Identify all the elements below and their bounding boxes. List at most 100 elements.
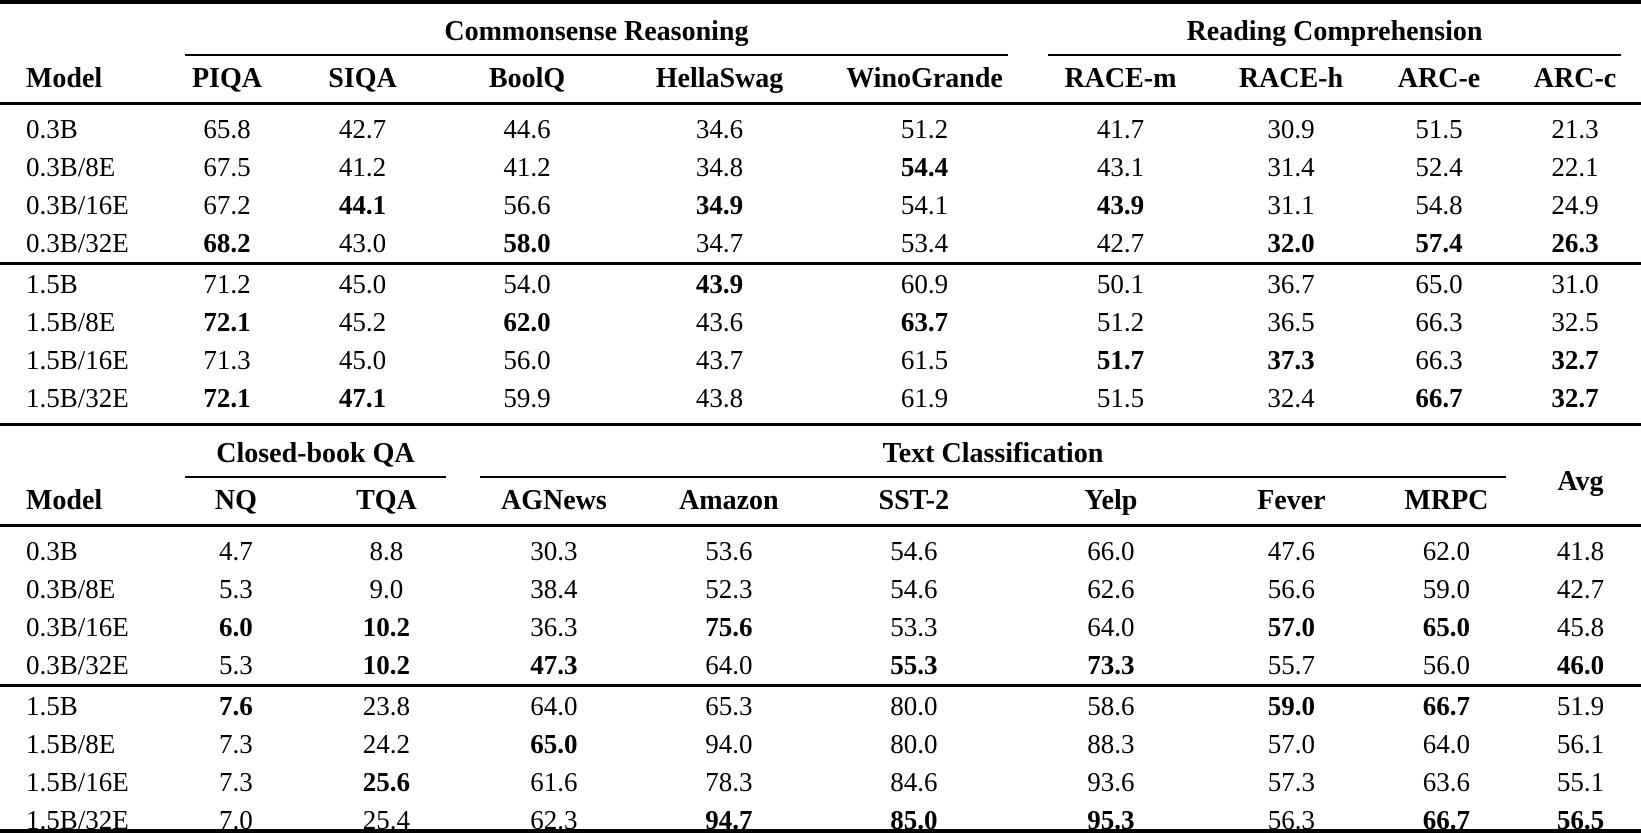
value-cell: 51.2 [900, 113, 949, 144]
value-cell: 32.7 [1551, 382, 1599, 413]
table-1-body: 0.3B 65.8 42.7 44.6 34.6 51.2 41.7 30.9 51.5 21.3… [0, 104, 1641, 424]
col-header-mrpc: MRPC [1372, 478, 1520, 527]
model-cell: 0.3B/8E [26, 573, 116, 604]
col-header-tqa: TQA [306, 478, 466, 527]
value-cell: 64.0 [465, 684, 642, 725]
model-cell: 0.3B/16E [26, 189, 129, 220]
value-cell: 64.0 [1087, 611, 1135, 642]
value-cell: 60.9 [821, 262, 1028, 303]
value-cell: 54.6 [890, 535, 938, 566]
value-cell: 43.9 [618, 262, 822, 303]
value-cell: 65.0 [530, 728, 578, 759]
col-header-hellaswag: HellaSwag [618, 56, 822, 105]
value-cell: 56.0 [503, 344, 551, 375]
corner-spacer [0, 426, 165, 478]
value-cell: 7.0 [219, 804, 253, 833]
model-cell: 1.5B/8E [26, 306, 116, 337]
table-2: Closed-book QA Text Classification Avg M… [0, 426, 1641, 833]
table-row: 1.5B/16E 7.3 25.6 61.6 78.3 84.6 93.6 57.3 63.6 5… [0, 763, 1641, 801]
value-cell: 85.0 [890, 804, 938, 833]
value-cell: 52.3 [705, 573, 753, 604]
value-cell: 41.8 [1556, 535, 1605, 566]
value-cell: 32.4 [1267, 382, 1315, 413]
value-cell: 22.1 [1551, 151, 1599, 182]
group-header-text-classification: Text Classification [466, 426, 1520, 478]
value-cell: 8.8 [369, 535, 404, 566]
value-cell: 61.9 [900, 382, 949, 413]
table-row: 1.5B 71.2 45.0 54.0 43.9 60.9 50.1 36.7 65.0 31.0 [0, 262, 1641, 303]
group-header-row: Commonsense Reasoning Reading Comprehens… [0, 4, 1641, 56]
col-header-yelp: Yelp [1011, 478, 1210, 527]
value-cell: 53.6 [705, 535, 753, 566]
value-cell: 59.9 [503, 382, 551, 413]
model-cell: 0.3B [26, 113, 78, 144]
value-cell: 42.7 [1096, 227, 1145, 258]
value-cell: 43.0 [338, 227, 387, 258]
table-row: 1.5B/8E 72.1 45.2 62.0 43.6 63.7 51.2 36.5 66.3 3… [0, 303, 1641, 341]
column-header-row: Model PIQA SIQA BoolQ HellaSwag WinoGran… [0, 56, 1641, 105]
group-label: Text Classification [479, 434, 1506, 478]
value-cell: 58.6 [1011, 684, 1210, 725]
col-header-arc-c: ARC-c [1508, 56, 1641, 105]
value-cell: 72.1 [203, 306, 251, 337]
value-cell: 56.3 [1267, 804, 1316, 833]
value-cell: 7.3 [219, 766, 253, 797]
value-cell: 51.5 [1415, 113, 1463, 144]
value-cell: 64.0 [705, 649, 753, 680]
value-cell: 43.7 [695, 344, 744, 375]
value-cell: 6.0 [219, 611, 253, 642]
value-cell: 30.9 [1267, 113, 1315, 144]
col-header-arc-e: ARC-e [1369, 56, 1509, 105]
value-cell: 34.8 [695, 151, 744, 182]
value-cell: 36.3 [530, 611, 578, 642]
value-cell: 62.0 [503, 306, 551, 337]
value-cell: 31.0 [1508, 262, 1641, 303]
table-2-body: 0.3B 4.7 8.8 30.3 53.6 54.6 66.0 47.6 62.0 41.8 0.… [0, 526, 1641, 833]
value-cell: 66.7 [1422, 804, 1471, 833]
value-cell: 7.6 [164, 684, 307, 725]
value-cell: 56.0 [1422, 649, 1471, 680]
value-cell: 55.1 [1556, 766, 1605, 797]
value-cell: 31.1 [1267, 189, 1315, 220]
value-cell: 55.3 [890, 649, 938, 680]
value-cell: 54.8 [1415, 189, 1463, 220]
model-cell: 0.3B/16E [26, 611, 129, 642]
group-label: Closed-book QA [184, 434, 446, 478]
value-cell: 93.6 [1087, 766, 1135, 797]
value-cell: 67.5 [203, 151, 251, 182]
value-cell: 57.3 [1267, 766, 1316, 797]
value-cell: 42.7 [338, 113, 387, 144]
value-cell: 47.6 [1267, 535, 1316, 566]
col-header-race-m: RACE-m [1027, 56, 1213, 105]
col-header-winogrande: WinoGrande [821, 56, 1028, 105]
col-header-agnews: AGNews [465, 478, 642, 527]
value-cell: 71.3 [203, 344, 251, 375]
value-cell: 59.0 [1422, 573, 1471, 604]
value-cell: 34.6 [695, 113, 744, 144]
value-cell: 41.7 [1096, 113, 1145, 144]
value-cell: 56.6 [503, 189, 551, 220]
value-cell: 84.6 [890, 766, 938, 797]
value-cell: 54.0 [436, 262, 619, 303]
value-cell: 62.3 [530, 804, 578, 833]
value-cell: 32.0 [1267, 227, 1315, 258]
value-cell: 43.6 [695, 306, 744, 337]
value-cell: 50.1 [1027, 262, 1213, 303]
value-cell: 73.3 [1087, 649, 1135, 680]
value-cell: 45.8 [1556, 611, 1605, 642]
value-cell: 41.2 [338, 151, 387, 182]
value-cell: 51.2 [1096, 306, 1145, 337]
value-cell: 34.7 [695, 227, 744, 258]
value-cell: 54.4 [900, 151, 949, 182]
value-cell: 65.8 [203, 113, 251, 144]
group-header-reading-comprehension: Reading Comprehension [1028, 4, 1641, 56]
value-cell: 88.3 [1087, 728, 1135, 759]
table-row: 0.3B/8E 5.3 9.0 38.4 52.3 54.6 62.6 56.6 59.0 42.… [0, 570, 1641, 608]
col-header-piqa: PIQA [164, 56, 289, 105]
col-header-model: Model [0, 478, 165, 527]
value-cell: 7.3 [219, 728, 253, 759]
table-row: 0.3B 65.8 42.7 44.6 34.6 51.2 41.7 30.9 51.5 21.3 [0, 104, 1641, 149]
value-cell: 43.8 [695, 382, 744, 413]
value-cell: 54.1 [900, 189, 949, 220]
value-cell: 10.2 [362, 649, 411, 680]
